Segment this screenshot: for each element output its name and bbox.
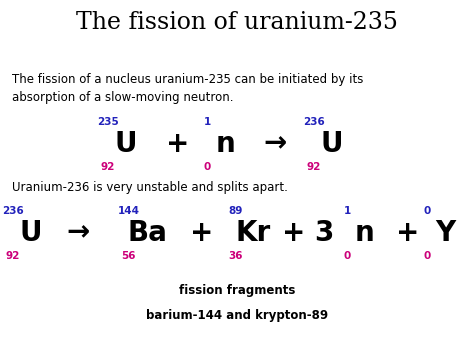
Text: →: →	[263, 130, 287, 158]
Text: n: n	[355, 219, 375, 246]
Text: 1: 1	[203, 117, 211, 127]
Text: +: +	[166, 130, 190, 158]
Text: Y: Y	[436, 219, 456, 246]
Text: 236: 236	[303, 117, 325, 127]
Text: 144: 144	[118, 206, 140, 215]
Text: Kr: Kr	[236, 219, 271, 246]
Text: The fission of uranium-235: The fission of uranium-235	[76, 11, 398, 34]
Text: fission fragments: fission fragments	[179, 284, 295, 297]
Text: 92: 92	[6, 251, 20, 261]
Text: Uranium-236 is very unstable and splits apart.: Uranium-236 is very unstable and splits …	[12, 181, 288, 194]
Text: 92: 92	[100, 162, 115, 172]
Text: 0: 0	[203, 162, 211, 172]
Text: +: +	[396, 219, 419, 246]
Text: 89: 89	[228, 206, 243, 215]
Text: 235: 235	[97, 117, 118, 127]
Text: 1: 1	[343, 206, 351, 215]
Text: Ba: Ba	[127, 219, 167, 246]
Text: 56: 56	[122, 251, 136, 261]
Text: The fission of a nucleus uranium-235 can be initiated by its
absorption of a slo: The fission of a nucleus uranium-235 can…	[12, 73, 363, 104]
Text: →: →	[66, 219, 90, 246]
Text: U: U	[19, 219, 42, 246]
Text: 36: 36	[228, 251, 243, 261]
Text: 0: 0	[424, 251, 431, 261]
Text: 92: 92	[307, 162, 321, 172]
Text: 0: 0	[424, 206, 431, 215]
Text: barium-144 and krypton-89: barium-144 and krypton-89	[146, 309, 328, 322]
Text: +: +	[190, 219, 213, 246]
Text: U: U	[114, 130, 137, 158]
Text: n: n	[215, 130, 235, 158]
Text: 0: 0	[343, 251, 351, 261]
Text: + 3: + 3	[282, 219, 334, 246]
Text: U: U	[320, 130, 343, 158]
Text: 236: 236	[2, 206, 24, 215]
